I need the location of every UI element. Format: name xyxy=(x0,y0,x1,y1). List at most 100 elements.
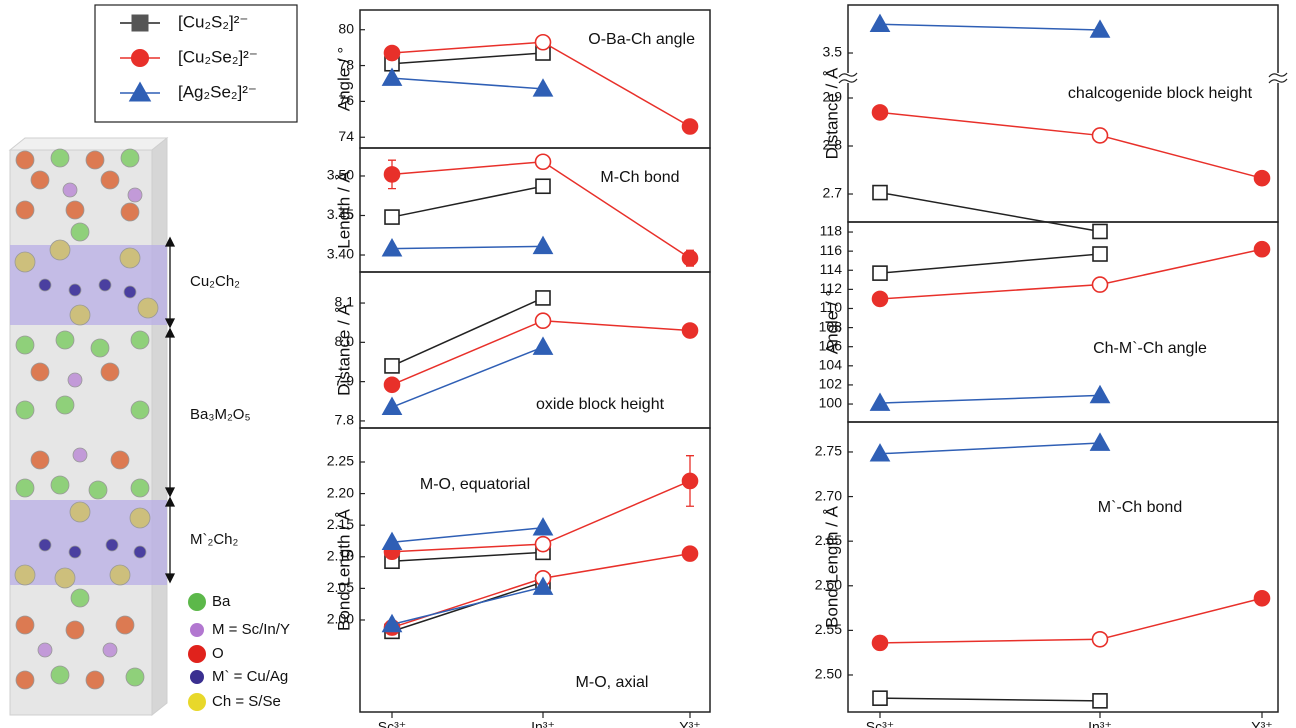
series-line xyxy=(391,526,544,544)
annotation: O-Ba-Ch angle xyxy=(588,31,695,48)
x-tick-label: In³⁺ xyxy=(531,719,555,728)
cell-side xyxy=(151,136,168,717)
series-line xyxy=(391,77,544,90)
data-point xyxy=(534,153,552,171)
block-arrows xyxy=(164,236,176,584)
y-tick-label: 114 xyxy=(820,261,843,277)
y-tick-label: 74 xyxy=(338,128,354,144)
series-line xyxy=(391,586,544,626)
atom-swatch xyxy=(190,623,204,637)
atom-label: Ba xyxy=(212,593,231,610)
data-point xyxy=(1089,384,1111,404)
annotation: oxide block height xyxy=(536,396,665,413)
series-line xyxy=(391,297,544,367)
data-point xyxy=(383,166,401,183)
data-point xyxy=(534,33,552,51)
atom-swatch xyxy=(190,670,204,684)
y-tick-label: 104 xyxy=(819,357,843,373)
data-point xyxy=(381,613,403,633)
series-line xyxy=(391,185,544,218)
y-tick-label: 7.8 xyxy=(335,412,355,428)
block-label: Cu₂Ch₂ xyxy=(190,273,240,290)
series-line xyxy=(391,346,544,408)
y-tick-label: 8.1 xyxy=(335,294,355,310)
data-point xyxy=(384,358,400,374)
block-label: Ba₃M₂O₅ xyxy=(190,406,250,423)
data-point xyxy=(532,336,554,355)
data-point xyxy=(872,265,888,281)
series-line xyxy=(879,253,1101,274)
atom-swatch xyxy=(188,593,206,611)
annotation: M-O, equatorial xyxy=(420,476,530,493)
annotation: M-O, axial xyxy=(576,674,649,691)
y-tick-label: 106 xyxy=(819,337,843,353)
y-tick-label: 118 xyxy=(820,223,843,239)
y-axis-label: Angle / ° xyxy=(334,47,353,111)
data-point xyxy=(535,290,551,306)
data-point xyxy=(381,238,403,257)
legend-marker xyxy=(130,48,150,68)
data-point xyxy=(871,634,889,652)
y-tick-label: 2.10 xyxy=(327,547,354,563)
data-point xyxy=(871,290,889,308)
y-tick-label: 2.15 xyxy=(327,516,354,532)
series-line xyxy=(391,551,544,562)
series-line xyxy=(879,111,1263,179)
axis-break xyxy=(840,72,856,83)
axis-break xyxy=(838,72,858,84)
series-line xyxy=(879,191,1101,233)
y-tick-label: 2.25 xyxy=(327,453,354,469)
data-point xyxy=(869,13,891,33)
data-point xyxy=(1092,223,1108,240)
data-point xyxy=(1091,630,1109,648)
data-point xyxy=(532,576,554,595)
data-point xyxy=(532,235,554,255)
y-tick-label: 2.00 xyxy=(327,611,354,627)
y-tick-label: 2.9 xyxy=(823,89,843,105)
structure-illustration: Cu₂Ch₂ Ba₃M₂O₅ M`₂Ch₂ Ba M = Sc/In/Y O M… xyxy=(8,136,290,717)
data-point xyxy=(681,545,699,562)
data-point xyxy=(1091,127,1109,144)
data-point xyxy=(681,249,699,267)
y-axis-label: Bond Length / Å xyxy=(334,508,353,631)
y-tick-label: 80 xyxy=(338,20,354,36)
y-axis-label: Distance / Å xyxy=(822,67,841,159)
annotation: chalcogenide block height xyxy=(1068,85,1253,102)
atoms xyxy=(14,148,159,690)
data-point xyxy=(1092,246,1108,262)
legend-label: [Cu₂S₂]²⁻ xyxy=(178,12,248,31)
x-tick-label: Sc³⁺ xyxy=(866,719,894,728)
y-tick-label: 2.7 xyxy=(823,185,843,201)
y-tick-label: 108 xyxy=(819,318,843,334)
y-tick-label: 2.05 xyxy=(327,579,354,595)
data-point xyxy=(872,184,888,201)
y-tick-label: 116 xyxy=(820,242,843,258)
data-point xyxy=(681,118,699,135)
data-point xyxy=(381,67,403,86)
x-tick-label: In³⁺ xyxy=(1088,719,1112,728)
series-line xyxy=(879,697,1101,702)
y-tick-label: 100 xyxy=(819,395,843,411)
data-point xyxy=(381,396,403,415)
data-point xyxy=(681,322,699,339)
y-tick-label: 2.75 xyxy=(815,443,842,459)
y-tick-label: 3.45 xyxy=(327,206,354,222)
data-point xyxy=(869,443,891,462)
data-point xyxy=(872,690,888,706)
y-axis-label: Distance / Å xyxy=(334,304,353,396)
y-tick-label: 3.50 xyxy=(327,167,354,183)
x-tick-label: Y³⁺ xyxy=(1251,719,1272,728)
x-tick-label: Sc³⁺ xyxy=(378,719,406,728)
data-point xyxy=(532,78,554,97)
series-line xyxy=(879,442,1101,455)
annotation: M`-Ch bond xyxy=(1098,499,1182,516)
legend-marker xyxy=(131,14,149,32)
atom-label: M = Sc/In/Y xyxy=(212,621,290,638)
axis-break xyxy=(1268,72,1288,84)
data-point xyxy=(869,392,891,411)
atom-label: O xyxy=(212,645,224,662)
x-tick-label: Y³⁺ xyxy=(679,719,700,728)
y-tick-label: 2.65 xyxy=(815,532,842,548)
annotation: M-Ch bond xyxy=(600,169,679,186)
data-point xyxy=(381,531,403,551)
